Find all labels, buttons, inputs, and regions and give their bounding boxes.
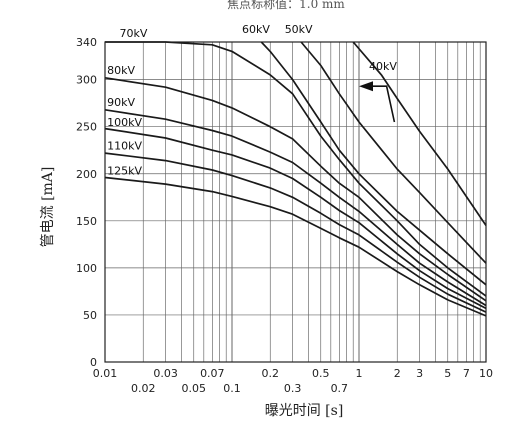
y-tick-label: 0 (90, 356, 97, 369)
x-tick-label: 0.07 (200, 367, 225, 380)
series-label-125kv: 125kV (107, 165, 142, 178)
series-label-100kv: 100kV (107, 116, 142, 129)
series-line-110kv (104, 152, 487, 313)
x-tick-label: 0.3 (284, 382, 302, 395)
series-line-90kv (104, 108, 487, 307)
y-tick-label: 340 (76, 36, 97, 49)
y-tick-label: 150 (76, 215, 97, 228)
series-line-80kv (104, 76, 487, 302)
x-tick-label: 0.7 (331, 382, 349, 395)
series-line-70kv (105, 41, 487, 297)
x-tick-label: 1 (356, 367, 363, 380)
tick-labels: 0 50 100 150 200 250 300 340 0.01 0.03 0.07 0.2 0.5 1… (76, 36, 493, 395)
series-line-50kv (300, 41, 487, 264)
arrow-line (367, 85, 396, 123)
plot-frame (104, 41, 487, 363)
y-tick-label: 300 (76, 74, 97, 87)
series-labels: 40kV 50kV 60kV 70kV 80kV 90kV 100kV 110kV 125kV (107, 23, 397, 178)
y-tick-label: 250 (76, 121, 97, 134)
y-tick-label: 100 (76, 262, 97, 275)
x-tick-label: 2 (394, 367, 401, 380)
x-tick-label: 0.05 (182, 382, 207, 395)
series-label-40kv: 40kV (369, 60, 397, 73)
x-tick-label: 7 (463, 367, 470, 380)
x-tick-label: 0.2 (261, 367, 279, 380)
x-tick-label: 0.5 (312, 367, 330, 380)
x-tick-label: 0.02 (131, 382, 156, 395)
series-label-60kv: 60kV (242, 23, 270, 36)
x-tick-label: 10 (479, 367, 493, 380)
series-label-70kv: 70kV (119, 27, 147, 40)
series-label-50kv: 50kV (285, 23, 313, 36)
x-tick-label: 0.1 (223, 382, 241, 395)
x-tick-label: 0.01 (93, 367, 118, 380)
arrow-40kv (359, 81, 396, 123)
series-line-40kv (352, 41, 487, 226)
x-axis-label: 曝光时间 [s] (265, 403, 344, 419)
focus-note: 焦点标称值：1.0 mm (227, 0, 345, 11)
series-layer (104, 41, 487, 317)
y-tick-label: 50 (83, 309, 97, 322)
series-line-60kv (260, 41, 487, 286)
y-axis-label: 管电流 [mA] (40, 167, 56, 248)
series-label-80kv: 80kV (107, 64, 135, 77)
x-tick-label: 0.03 (153, 367, 178, 380)
x-tick-label: 5 (444, 367, 451, 380)
series-line-125kv (104, 176, 487, 317)
grid-lines (105, 42, 486, 362)
series-label-90kv: 90kV (107, 96, 135, 109)
arrow-head (359, 81, 373, 92)
series-line-100kv (104, 127, 487, 310)
series-label-110kv: 110kV (107, 139, 142, 152)
y-tick-label: 200 (76, 168, 97, 181)
x-tick-label: 3 (416, 367, 423, 380)
